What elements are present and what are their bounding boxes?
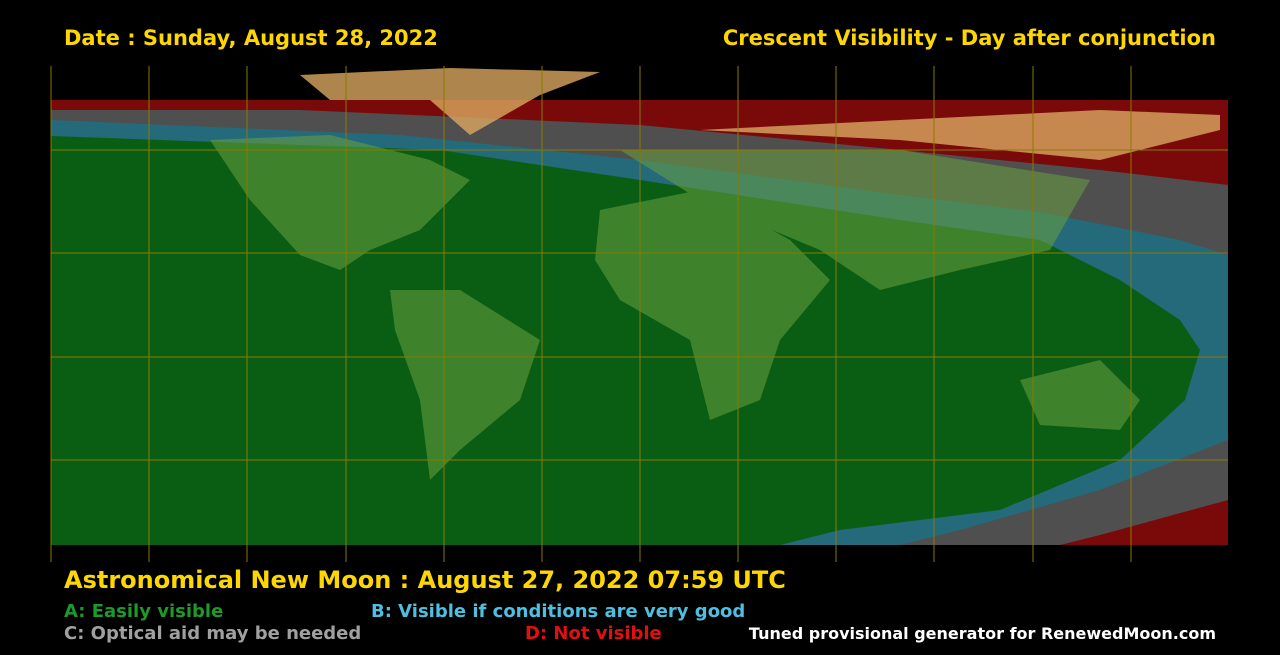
date: Date : Sunday, August 28, 2022 [64,26,438,50]
land [210,135,1140,480]
map [50,66,1228,562]
north-america [210,135,470,270]
legend-c: C: Optical aid may be needed [64,623,361,644]
credit: Tuned provisional generator for RenewedM… [749,624,1216,643]
legend-a: A: Easily visible [64,601,223,622]
legend-b: B: Visible if conditions are very good [371,601,745,622]
legend-d: D: Not visible [525,623,662,644]
africa [595,190,830,420]
south-america [390,290,540,480]
greenland [300,68,600,135]
grid [50,66,1228,562]
australia [1020,360,1140,430]
title: Crescent Visibility - Day after conjunct… [723,26,1216,50]
new-moon: Astronomical New Moon : August 27, 2022 … [64,566,786,594]
siberia [700,110,1220,160]
polar-land [300,68,1220,160]
